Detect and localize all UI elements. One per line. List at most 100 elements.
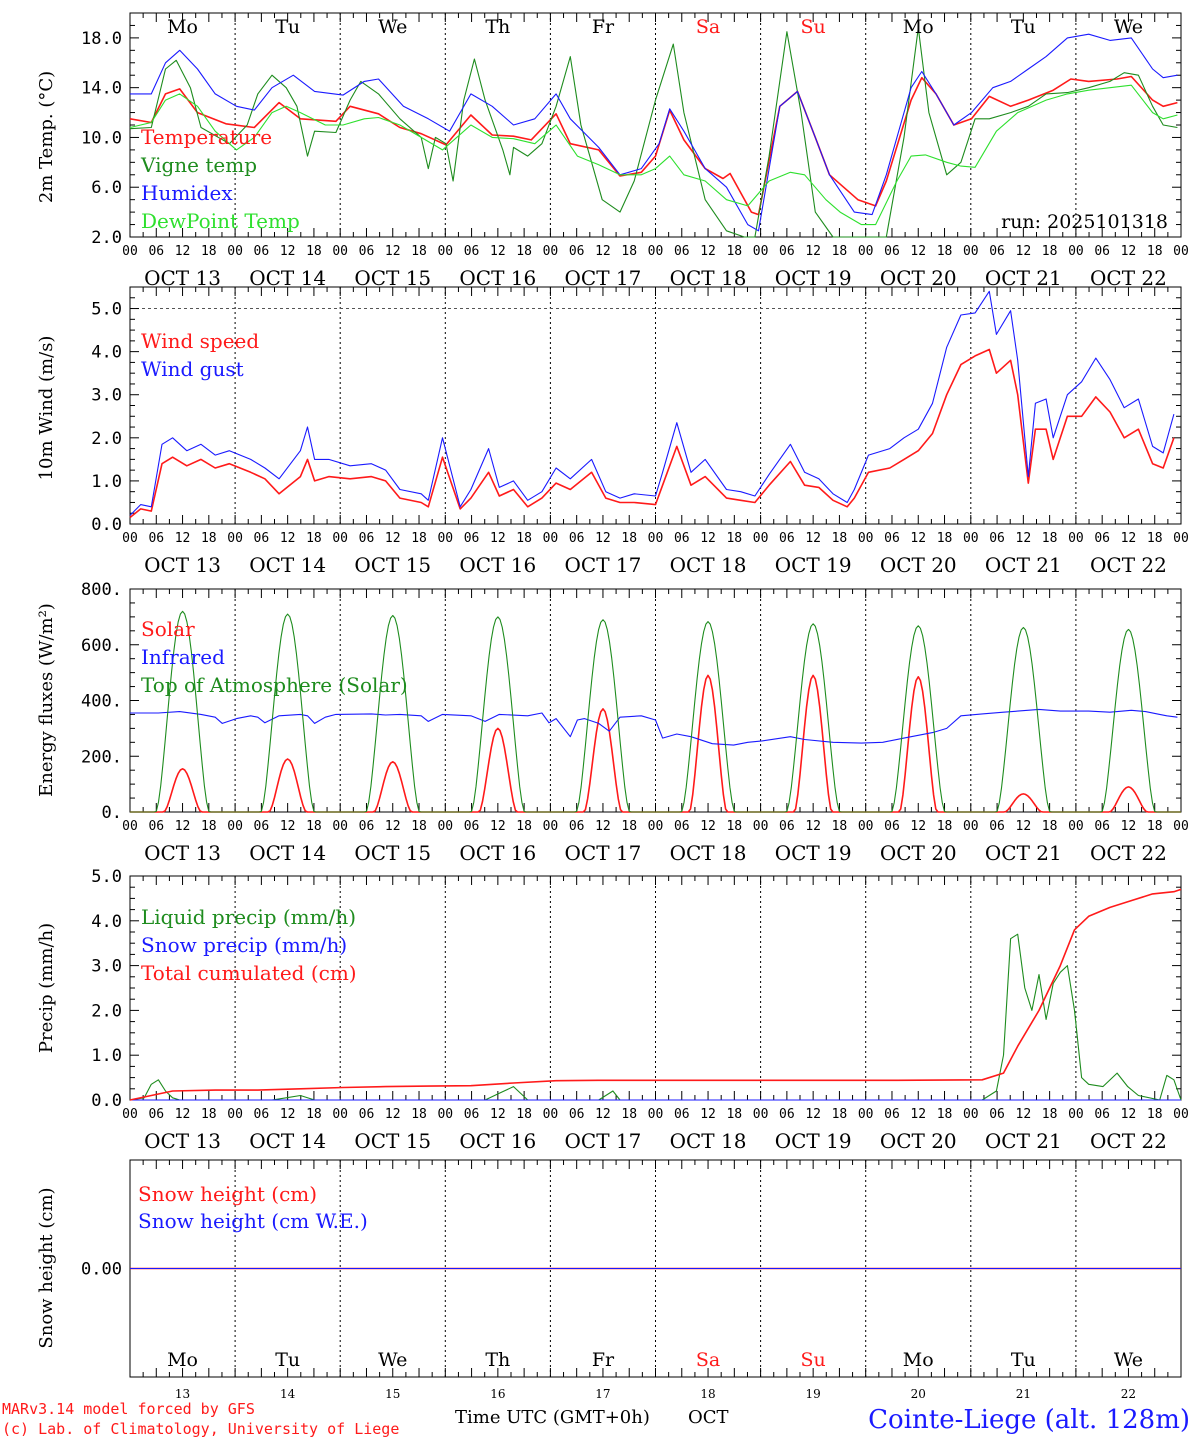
date-label: OCT 16 — [459, 266, 536, 290]
hour-tick-label: 12 — [175, 819, 191, 834]
hour-tick-label: 00 — [1068, 1107, 1084, 1122]
series-line — [129, 348, 1175, 519]
hour-tick-label: 18 — [726, 531, 742, 546]
date-label: OCT 15 — [354, 1129, 431, 1153]
weekday-label: Sa — [696, 1349, 720, 1371]
hour-tick-label: 18 — [726, 819, 742, 834]
hour-tick-label: 06 — [1094, 1107, 1110, 1122]
hour-tick-label: 00 — [227, 1107, 243, 1122]
hour-tick-label: 12 — [490, 819, 506, 834]
date-label: OCT 13 — [144, 1129, 221, 1153]
hour-tick-label: 00 — [1068, 819, 1084, 834]
hour-tick-label: 06 — [569, 531, 585, 546]
hour-tick-label: 06 — [884, 819, 900, 834]
date-label: OCT 22 — [1090, 841, 1167, 865]
hour-tick-label: 18 — [1042, 531, 1058, 546]
date-label: OCT 15 — [354, 553, 431, 577]
y-axis-title: 2m Temp. (°C) — [36, 71, 57, 203]
legend-entry: Top of Atmosphere (Solar) — [141, 673, 408, 697]
hour-tick-label: 00 — [227, 819, 243, 834]
date-label: OCT 13 — [144, 841, 221, 865]
hour-tick-label: 06 — [779, 244, 795, 259]
hour-tick-label: 06 — [254, 1107, 270, 1122]
hour-tick-label: 18 — [621, 819, 637, 834]
date-label: OCT 17 — [565, 1129, 642, 1153]
date-label: OCT 17 — [565, 266, 642, 290]
hour-tick-label: 18 — [201, 819, 217, 834]
hour-tick-label: 06 — [1094, 531, 1110, 546]
hour-tick-label: 06 — [989, 1107, 1005, 1122]
date-label: OCT 17 — [565, 841, 642, 865]
hour-tick-label: 00 — [1068, 531, 1084, 546]
weekday-label: Fr — [592, 16, 615, 38]
date-label: OCT 14 — [249, 266, 326, 290]
hour-tick-label: 00 — [963, 819, 979, 834]
hour-tick-label: 12 — [700, 244, 716, 259]
hour-tick-label: 12 — [1016, 244, 1032, 259]
date-label: OCT 20 — [880, 841, 957, 865]
hour-tick-label: 06 — [464, 244, 480, 259]
hour-tick-label: 00 — [332, 531, 348, 546]
weekday-label: Mo — [167, 16, 198, 38]
series-line — [130, 708, 1178, 746]
hour-tick-label: 18 — [516, 1107, 532, 1122]
hour-tick-label: 06 — [254, 819, 270, 834]
station-name: Cointe-Liege (alt. 128m) — [868, 1405, 1190, 1435]
panel-precip: 0.0 1.0 2.0 3.0 4.0 5.0 Precip (mm/h) 00 06 12 18 O… — [36, 867, 1189, 1153]
hour-tick-label: 12 — [175, 1107, 191, 1122]
weekday-label: Sa — [696, 16, 720, 38]
hour-tick-label: 06 — [359, 244, 375, 259]
hour-tick-label: 18 — [201, 244, 217, 259]
hour-tick-label: 00 — [543, 1107, 559, 1122]
date-label: OCT 14 — [249, 1129, 326, 1153]
date-label: OCT 14 — [249, 553, 326, 577]
legend-entry: Vigne temp — [140, 153, 257, 177]
day-number-labels: 13 14 15 16 17 18 19 20 21 22 — [175, 1387, 1136, 1401]
panel-snow: 0.00 Snow height (cm) Snow height (cm) Snow… — [36, 1159, 1182, 1378]
y-tick-label: 1.0 — [91, 1046, 122, 1066]
hour-tick-label: 00 — [963, 1107, 979, 1122]
hour-tick-label: 12 — [805, 531, 821, 546]
weekday-label: Th — [485, 16, 510, 38]
y-axis-title: Precip (mm/h) — [36, 923, 57, 1053]
hour-tick-label: 06 — [464, 819, 480, 834]
date-label: OCT 17 — [565, 553, 642, 577]
hour-tick-label: 12 — [490, 244, 506, 259]
hour-tick-label: 18 — [306, 819, 322, 834]
hour-tick-label: 12 — [385, 244, 401, 259]
legend-entry: Infrared — [141, 645, 225, 669]
hour-tick-label: 06 — [989, 244, 1005, 259]
series-line — [130, 33, 1178, 232]
hour-tick-label: 18 — [306, 531, 322, 546]
y-tick-label: 3.0 — [91, 957, 122, 977]
hour-tick-label: 00 — [332, 1107, 348, 1122]
hour-tick-label: 18 — [1147, 1107, 1163, 1122]
hour-tick-label: 06 — [359, 1107, 375, 1122]
hour-tick-label: 00 — [858, 244, 874, 259]
weekday-label: We — [1114, 16, 1143, 38]
hour-tick-label: 06 — [569, 1107, 585, 1122]
hour-tick-label: 00 — [227, 244, 243, 259]
legend-entry: DewPoint Temp — [141, 209, 300, 233]
hour-tick-label: 06 — [569, 819, 585, 834]
hour-tick-label: 12 — [490, 531, 506, 546]
date-label: OCT 19 — [775, 553, 852, 577]
hour-tick-label: 06 — [254, 531, 270, 546]
day-number: 13 — [175, 1387, 190, 1401]
weekday-label: Mo — [903, 16, 934, 38]
hour-tick-label: 00 — [332, 819, 348, 834]
hour-tick-label: 00 — [437, 244, 453, 259]
panel-temp: 2.0 6.0 10.0 14.0 18.0 2m Temp. (°C) 00 06 12 18 O… — [36, 12, 1189, 290]
series-line — [129, 75, 1178, 216]
hour-tick-label: 00 — [1173, 819, 1189, 834]
hour-tick-label: 00 — [122, 819, 138, 834]
run-annotation: run: 2025101318 — [1001, 211, 1168, 233]
hour-tick-label: 00 — [753, 1107, 769, 1122]
y-tick-label: 200. — [81, 747, 122, 767]
hour-tick-label: 06 — [359, 819, 375, 834]
day-number: 18 — [700, 1387, 715, 1401]
hour-tick-label: 12 — [595, 819, 611, 834]
y-tick-label: 400. — [81, 692, 122, 712]
weekday-labels-top: Mo Tu We Th Fr Sa Su Mo Tu We — [167, 16, 1143, 38]
